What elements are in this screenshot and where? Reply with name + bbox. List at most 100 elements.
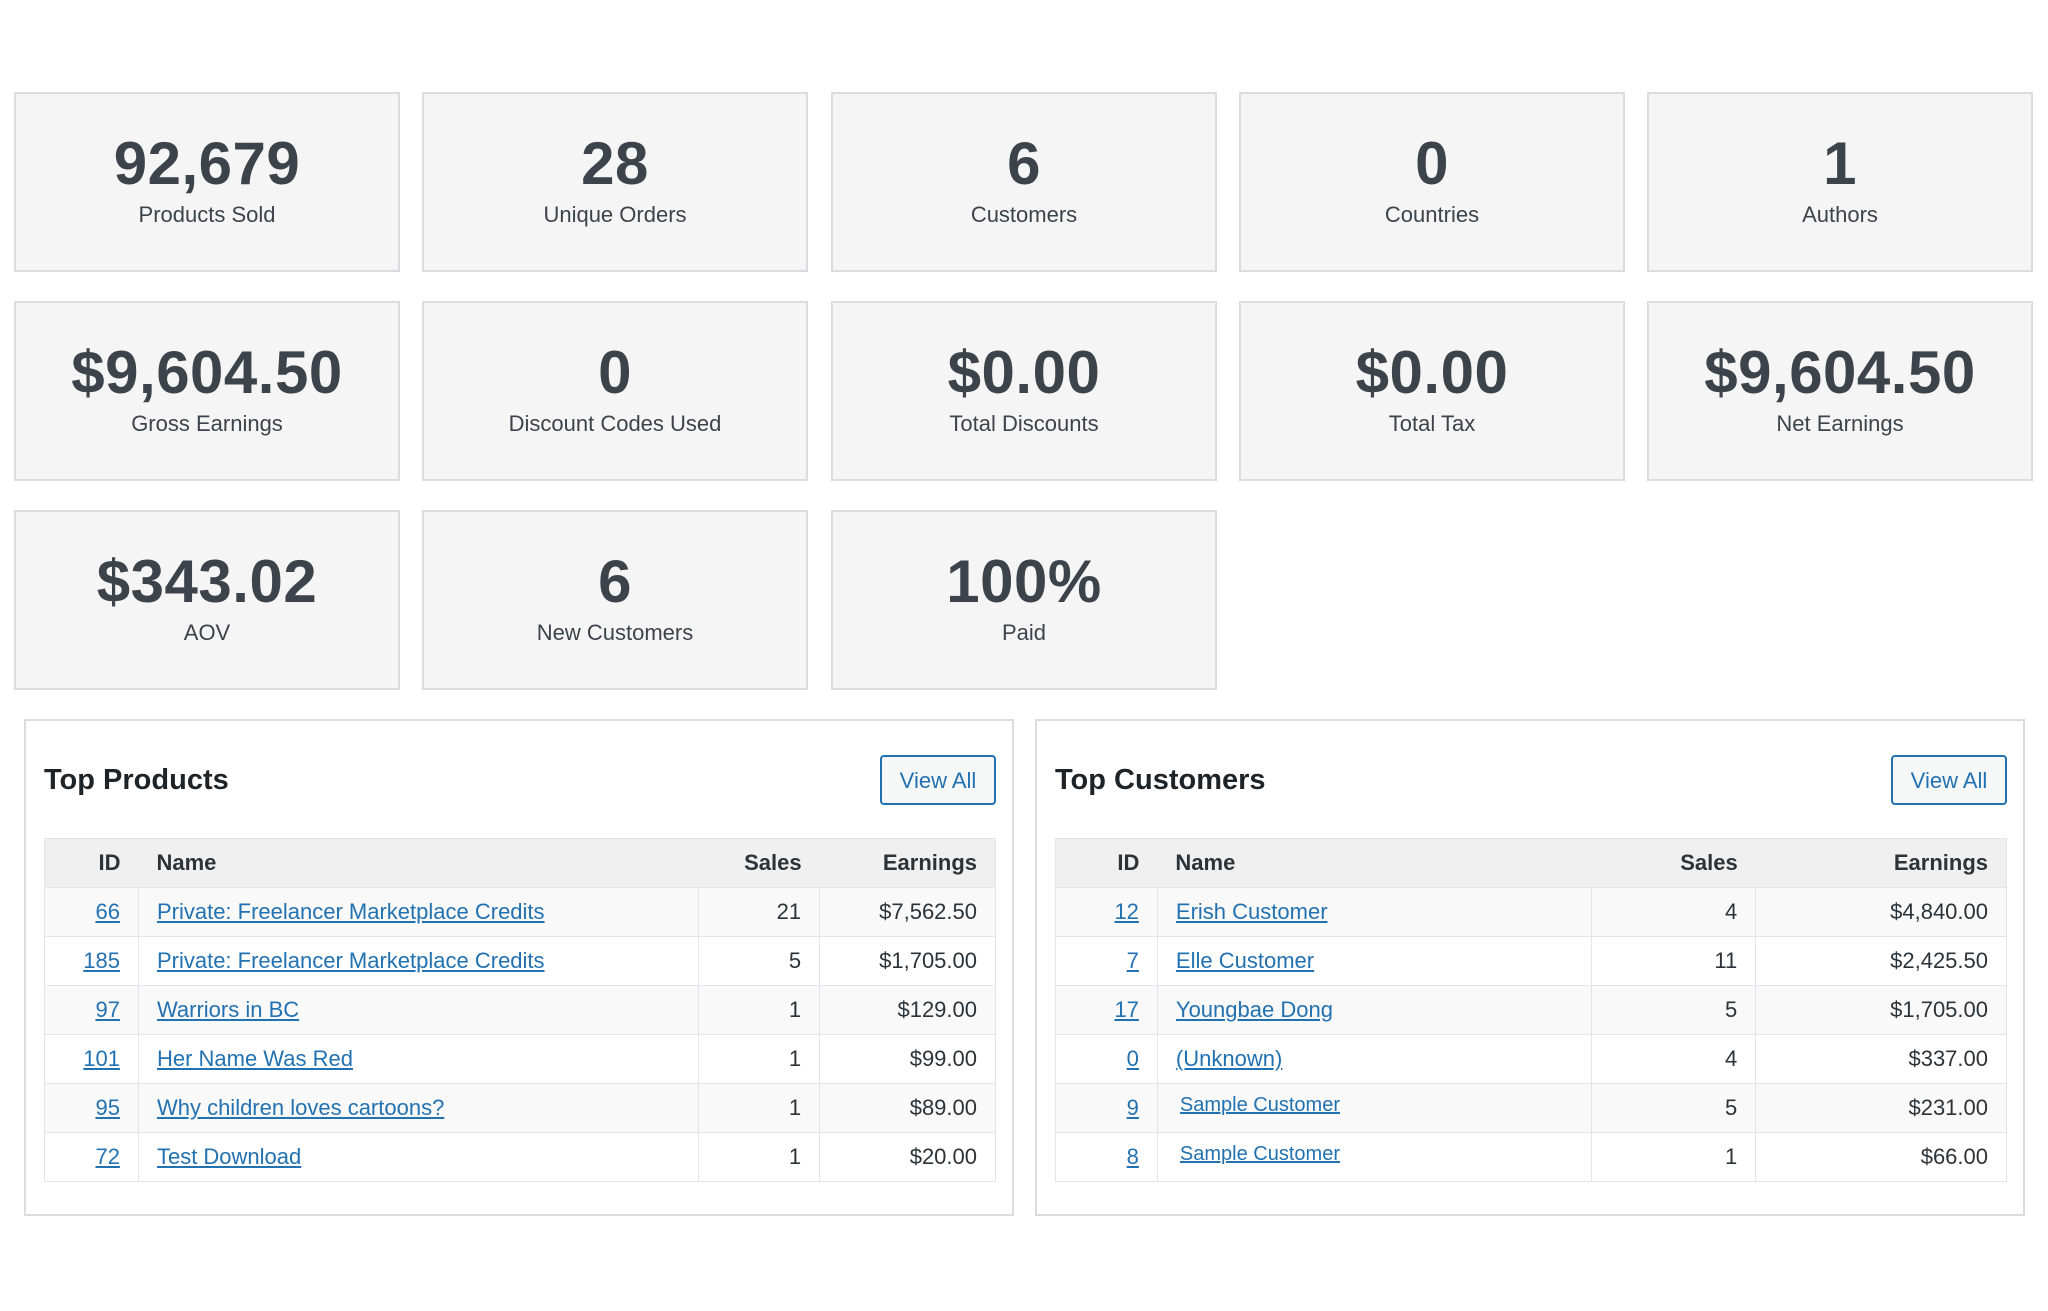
column-header-name[interactable]: Name [1157, 838, 1592, 888]
stat-value: $9,604.50 [71, 339, 343, 406]
stat-value: 6 [598, 548, 632, 615]
sales-cell: 4 [1591, 887, 1757, 937]
sales-cell: 1 [698, 1083, 821, 1133]
panel-title: Top Customers [1055, 764, 1266, 796]
customer-id-link[interactable]: 8 [1126, 1144, 1139, 1169]
product-name-link[interactable]: Her Name Was Red [156, 1046, 353, 1071]
stat-label: Net Earnings [1776, 411, 1904, 436]
customer-name-link[interactable]: Sample Customer [1179, 1094, 1340, 1116]
sales-cell: 1 [698, 1132, 821, 1182]
customer-name-link[interactable]: Sample Customer [1179, 1143, 1340, 1165]
stat-label: Discount Codes Used [508, 411, 722, 436]
customer-name-link[interactable]: Youngbae Dong [1175, 997, 1333, 1022]
stat-value: 100% [946, 548, 1102, 615]
product-name-link[interactable]: Why children loves cartoons? [156, 1095, 445, 1120]
sales-cell: 5 [1591, 985, 1757, 1035]
column-header-name[interactable]: Name [138, 838, 699, 888]
column-header-sales[interactable]: Sales [1591, 838, 1756, 888]
product-name-link[interactable]: Test Download [156, 1144, 302, 1169]
view-all-products-button[interactable]: View All [880, 755, 996, 805]
stat-label: Gross Earnings [131, 411, 283, 436]
sales-cell: 21 [698, 887, 821, 937]
top-customers-panel: Top Customers View All ID Name Sales Ear… [1035, 719, 2025, 1216]
product-id-link[interactable]: 97 [95, 997, 120, 1022]
stat-card-customers: 6 Customers [831, 92, 1217, 272]
customer-id-link[interactable]: 12 [1114, 899, 1139, 924]
earnings-cell: $1,705.00 [819, 936, 996, 986]
earnings-cell: $20.00 [819, 1132, 996, 1182]
stat-card-countries: 0 Countries [1239, 92, 1625, 272]
stat-label: Authors [1802, 202, 1878, 227]
product-name-link[interactable]: Private: Freelancer Marketplace Credits [156, 899, 545, 924]
sales-cell: 5 [698, 936, 821, 986]
stat-value: $343.02 [96, 548, 318, 615]
column-header-sales[interactable]: Sales [698, 838, 820, 888]
stat-label: Paid [1001, 620, 1047, 645]
customer-name-link[interactable]: Erish Customer [1175, 899, 1328, 924]
customer-name-link[interactable]: Elle Customer [1175, 948, 1315, 973]
stat-card-total-discounts: $0.00 Total Discounts [831, 301, 1217, 481]
earnings-cell: $231.00 [1755, 1083, 2007, 1133]
stat-value: $0.00 [947, 339, 1101, 406]
product-id-link[interactable]: 185 [83, 948, 120, 973]
view-all-customers-button[interactable]: View All [1891, 755, 2007, 805]
table-row: 9 Sample Customer 5 $231.00 [1055, 1083, 2007, 1133]
product-name-link[interactable]: Private: Freelancer Marketplace Credits [156, 948, 545, 973]
customer-name-link[interactable]: (Unknown) [1175, 1046, 1283, 1071]
column-header-id[interactable]: ID [1055, 838, 1158, 888]
sales-cell: 1 [698, 985, 821, 1035]
stat-card-gross-earnings: $9,604.50 Gross Earnings [14, 301, 400, 481]
panel-title: Top Products [44, 764, 229, 796]
table-row: 8 Sample Customer 1 $66.00 [1055, 1132, 2007, 1182]
earnings-cell: $129.00 [819, 985, 996, 1035]
customer-id-link[interactable]: 7 [1126, 948, 1139, 973]
sales-cell: 5 [1591, 1083, 1757, 1133]
column-header-id[interactable]: ID [44, 838, 139, 888]
column-header-earnings[interactable]: Earnings [819, 838, 996, 888]
table-row: 97 Warriors in BC 1 $129.00 [44, 985, 996, 1035]
table-row: 7 Elle Customer 11 $2,425.50 [1055, 936, 2007, 986]
earnings-cell: $89.00 [819, 1083, 996, 1133]
stat-label: Customers [970, 202, 1078, 227]
customer-id-link[interactable]: 0 [1126, 1046, 1139, 1071]
stat-card-paid: 100% Paid [831, 510, 1217, 690]
table-row: 72 Test Download 1 $20.00 [44, 1132, 996, 1182]
table-row: 66 Private: Freelancer Marketplace Credi… [44, 887, 996, 937]
sales-cell: 4 [1591, 1034, 1757, 1084]
product-id-link[interactable]: 72 [95, 1144, 120, 1169]
top-products-table: ID Name Sales Earnings 66 Private: Freel… [44, 838, 996, 1182]
customer-id-link[interactable]: 9 [1126, 1095, 1139, 1120]
sales-cell: 1 [1591, 1132, 1757, 1182]
column-header-earnings[interactable]: Earnings [1755, 838, 2007, 888]
earnings-cell: $4,840.00 [1755, 887, 2007, 937]
earnings-cell: $2,425.50 [1755, 936, 2007, 986]
table-row: 17 Youngbae Dong 5 $1,705.00 [1055, 985, 2007, 1035]
sales-cell: 11 [1591, 936, 1757, 986]
stat-card-total-tax: $0.00 Total Tax [1239, 301, 1625, 481]
stat-card-discount-codes-used: 0 Discount Codes Used [422, 301, 808, 481]
stat-card-authors: 1 Authors [1647, 92, 2033, 272]
stat-label: Unique Orders [543, 202, 687, 227]
stat-value: 92,679 [113, 130, 301, 197]
stat-label: Total Tax [1388, 411, 1476, 436]
earnings-cell: $337.00 [1755, 1034, 2007, 1084]
table-row: 185 Private: Freelancer Marketplace Cred… [44, 936, 996, 986]
table-header-row: ID Name Sales Earnings [44, 838, 996, 888]
product-id-link[interactable]: 66 [95, 899, 120, 924]
product-name-link[interactable]: Warriors in BC [156, 997, 300, 1022]
stat-label: Total Discounts [949, 411, 1099, 436]
table-row: 12 Erish Customer 4 $4,840.00 [1055, 887, 2007, 937]
stat-card-aov: $343.02 AOV [14, 510, 400, 690]
customer-id-link[interactable]: 17 [1114, 997, 1139, 1022]
top-customers-table: ID Name Sales Earnings 12 Erish Customer… [1055, 838, 2007, 1182]
stat-label: AOV [183, 620, 231, 645]
stat-label: Countries [1384, 202, 1480, 227]
product-id-link[interactable]: 95 [95, 1095, 120, 1120]
stat-value: $9,604.50 [1704, 339, 1976, 406]
stat-card-products-sold: 92,679 Products Sold [14, 92, 400, 272]
table-header-row: ID Name Sales Earnings [1055, 838, 2007, 888]
stat-value: 1 [1823, 130, 1857, 197]
earnings-cell: $7,562.50 [819, 887, 996, 937]
product-id-link[interactable]: 101 [83, 1046, 120, 1071]
earnings-cell: $66.00 [1755, 1132, 2007, 1182]
